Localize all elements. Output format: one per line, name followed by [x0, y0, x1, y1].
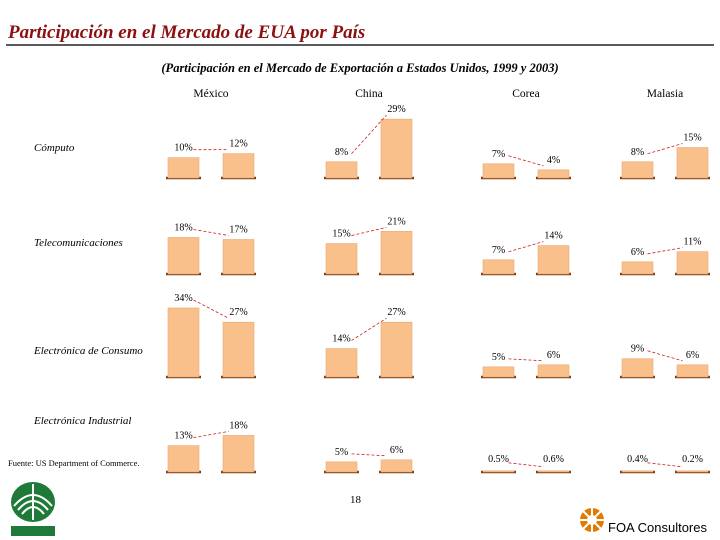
chart-subtitle: (Participación en el Mercado de Exportac…: [161, 61, 559, 75]
row-label-0: Cómputo: [34, 142, 75, 154]
data-label-2-2-1: 6%: [547, 350, 560, 361]
bar-1-1-1: [380, 231, 413, 275]
bar-1-2-1: [537, 245, 570, 275]
data-label-2-1-1: 27%: [387, 307, 405, 318]
data-label-1-1-1: 21%: [387, 216, 405, 227]
bar-1-0-0: [167, 237, 200, 275]
data-label-3-2-0: 0.5%: [488, 454, 509, 465]
bar-1-0-1: [222, 239, 255, 275]
trend-line-0-2: [508, 155, 544, 167]
bar-3-1-1: [380, 459, 413, 473]
bar-0-0-1: [222, 153, 255, 179]
data-label-2-3-1: 6%: [686, 350, 699, 361]
data-label-1-2-0: 7%: [492, 245, 505, 256]
bar-3-1-0: [325, 461, 358, 473]
bar-2-1-1: [380, 321, 413, 378]
bar-2-3-1: [676, 364, 709, 378]
data-label-3-0-0: 13%: [174, 431, 192, 442]
bar-2-1-0: [325, 348, 358, 378]
bar-3-3-1: [676, 470, 709, 473]
source-note: Fuente: US Department of Commerce.: [8, 458, 140, 468]
trend-line-0-3: [647, 143, 683, 155]
bar-2-3-0: [621, 358, 654, 378]
bar-0-3-1: [676, 147, 709, 179]
data-label-0-0-1: 12%: [229, 139, 247, 150]
bar-0-2-0: [482, 163, 515, 179]
trend-line-0-1: [351, 114, 387, 155]
trend-line-3-2: [508, 462, 544, 468]
trend-line-2-3: [647, 350, 683, 362]
bar-1-1-0: [325, 243, 358, 275]
bar-0-3-0: [621, 161, 654, 179]
row-label-2: Electrónica de Consumo: [33, 345, 143, 357]
data-label-1-2-1: 14%: [544, 231, 562, 242]
data-label-0-0-0: 10%: [174, 143, 192, 154]
trend-line-1-0: [193, 229, 229, 236]
bar-3-2-1: [537, 470, 570, 473]
data-label-2-1-0: 14%: [332, 334, 350, 345]
column-header-0: México: [193, 88, 228, 100]
data-label-3-1-0: 5%: [335, 447, 348, 458]
trend-line-3-3: [647, 462, 683, 468]
bar-0-1-0: [325, 161, 358, 179]
bar-3-3-0: [621, 470, 654, 473]
bar-2-0-0: [167, 307, 200, 378]
foa-logo-text: FOA Consultores: [608, 520, 707, 535]
data-label-1-3-0: 6%: [631, 247, 644, 258]
bar-1-2-0: [482, 259, 515, 275]
trend-line-3-1: [351, 453, 387, 457]
data-label-2-2-0: 5%: [492, 352, 505, 363]
bar-0-1-1: [380, 118, 413, 179]
trend-line-2-0: [193, 299, 229, 319]
canieti-logo: [11, 482, 55, 536]
data-label-0-1-1: 29%: [387, 104, 405, 115]
bar-2-0-1: [222, 321, 255, 378]
bar-1-3-1: [676, 251, 709, 275]
data-label-3-2-1: 0.6%: [543, 454, 564, 465]
page-title: Participación en el Mercado de EUA por P…: [8, 22, 366, 43]
data-label-3-3-0: 0.4%: [627, 454, 648, 465]
trend-line-3-0: [193, 431, 229, 439]
data-label-3-3-1: 0.2%: [682, 454, 703, 465]
trend-line-1-3: [647, 247, 683, 255]
column-header-2: Corea: [512, 88, 539, 100]
bar-3-2-0: [482, 470, 515, 473]
bar-2-2-0: [482, 366, 515, 378]
data-label-1-3-1: 11%: [684, 237, 702, 248]
data-label-3-1-1: 6%: [390, 445, 403, 456]
bar-2-2-1: [537, 364, 570, 378]
data-label-0-3-0: 8%: [631, 147, 644, 158]
data-label-3-0-1: 18%: [229, 420, 247, 431]
row-label-3: Electrónica Industrial: [33, 415, 131, 427]
data-label-0-3-1: 15%: [683, 133, 701, 144]
data-label-2-0-1: 27%: [229, 307, 247, 318]
row-label-1: Telecomunicaciones: [34, 237, 123, 249]
trend-line-2-1: [351, 317, 387, 341]
data-label-2-0-0: 34%: [174, 293, 192, 304]
trend-line-1-2: [508, 241, 544, 253]
trend-line-1-1: [351, 226, 387, 236]
data-label-1-0-0: 18%: [174, 222, 192, 233]
data-label-0-2-0: 7%: [492, 149, 505, 160]
bar-3-0-0: [167, 445, 200, 473]
trend-line-2-2: [508, 358, 544, 362]
bar-0-0-0: [167, 157, 200, 179]
bar-0-2-1: [537, 169, 570, 179]
foa-logo: [580, 508, 604, 532]
data-label-2-3-0: 9%: [631, 344, 644, 355]
page-number: 18: [350, 494, 361, 506]
data-label-1-0-1: 17%: [229, 224, 247, 235]
bar-3-0-1: [222, 435, 255, 473]
bar-1-3-0: [621, 261, 654, 275]
data-label-0-1-0: 8%: [335, 147, 348, 158]
column-header-1: China: [355, 88, 382, 100]
column-header-3: Malasia: [647, 88, 683, 100]
data-label-1-1-0: 15%: [332, 229, 350, 240]
title-rule: [6, 44, 714, 46]
data-label-0-2-1: 4%: [547, 155, 560, 166]
